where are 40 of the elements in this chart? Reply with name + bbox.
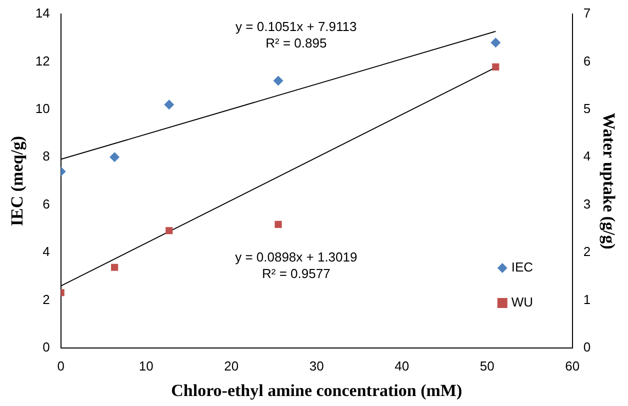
y2-axis-title: Water uptake (g/g) bbox=[599, 112, 618, 250]
annotation: R² = 0.9577 bbox=[262, 266, 330, 282]
y2-tick-label: 2 bbox=[583, 244, 591, 260]
y-tick-label: 4 bbox=[42, 244, 50, 260]
annotation: y = 0.0898x + 1.3019 bbox=[235, 249, 358, 264]
y-tick-label: 12 bbox=[35, 53, 50, 68]
x-tick-label: 10 bbox=[138, 358, 154, 374]
x-tick-label: 20 bbox=[224, 358, 239, 374]
y-tick-label: 0 bbox=[42, 340, 50, 355]
point bbox=[273, 76, 284, 86]
y2-tick-label: 6 bbox=[583, 53, 591, 68]
x-tick-label: 50 bbox=[480, 358, 494, 374]
y2-tick-label: 4 bbox=[583, 148, 591, 164]
x-tick-label: 60 bbox=[565, 358, 580, 374]
point bbox=[111, 264, 118, 271]
y-tick-label: 2 bbox=[42, 292, 50, 307]
point bbox=[110, 152, 120, 162]
annotation: R² = 0.895 bbox=[266, 36, 327, 51]
point bbox=[164, 100, 174, 110]
point bbox=[492, 63, 500, 70]
x-tick-label: 30 bbox=[309, 358, 324, 374]
legend-label: WU bbox=[511, 294, 534, 310]
legend-label: IEC bbox=[511, 260, 534, 275]
y2-tick-label: 5 bbox=[583, 101, 591, 116]
x-tick-label: 0 bbox=[57, 358, 64, 374]
y2-tick-label: 1 bbox=[583, 292, 591, 307]
y2-tick-label: 7 bbox=[583, 6, 591, 21]
y-tick-label: 6 bbox=[42, 196, 50, 212]
point bbox=[490, 38, 501, 48]
x-tick-label: 40 bbox=[394, 358, 410, 374]
x-axis-title: Chloro-ethyl amine concentration (mM) bbox=[171, 381, 462, 400]
annotation: y = 0.1051x + 7.9113 bbox=[236, 18, 357, 34]
y-tick-label: 10 bbox=[35, 101, 50, 116]
point bbox=[166, 227, 173, 234]
point bbox=[274, 220, 282, 228]
y-axis-title: IEC (meq/g) bbox=[8, 136, 27, 226]
y-tick-label: 14 bbox=[35, 6, 50, 21]
y2-tick-label: 0 bbox=[583, 340, 591, 355]
y-tick-label: 8 bbox=[42, 148, 50, 164]
y2-tick-label: 3 bbox=[583, 196, 591, 212]
